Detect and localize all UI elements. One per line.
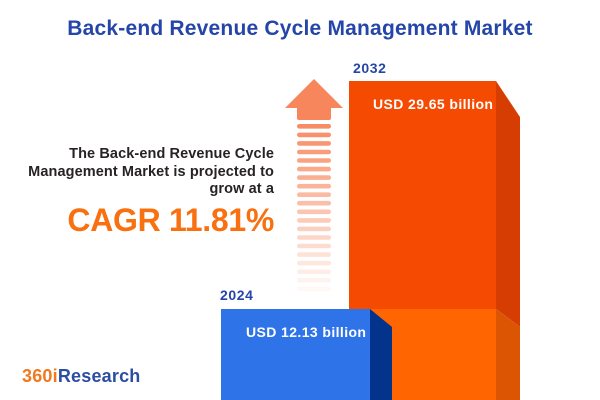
arrow-stripe — [297, 235, 331, 240]
bar-2024-front — [221, 309, 370, 400]
arrow-stripe — [297, 286, 331, 292]
arrow-stripe — [297, 269, 331, 274]
arrow-stripe — [297, 200, 331, 206]
page-title: Back-end Revenue Cycle Management Market — [67, 17, 533, 40]
arrow-stripe — [297, 260, 331, 266]
arrow-stripe — [297, 166, 331, 172]
logo-part-360i: 360i — [22, 366, 58, 386]
arrow-stripe — [297, 158, 331, 163]
arrow-stripe — [297, 175, 331, 180]
bar-2024-side — [370, 309, 392, 400]
bar-2032-side-bottom — [496, 309, 520, 400]
bar-2032-front-top — [349, 81, 496, 309]
bar-value-2032: USD 29.65 billion — [373, 96, 494, 112]
year-label-2032: 2032 — [353, 60, 387, 76]
arrow-stripe — [297, 277, 331, 283]
growth-arrow-icon — [285, 79, 343, 292]
arrow-stripe — [297, 183, 331, 189]
company-logo: 360iResearch — [22, 366, 141, 387]
logo-part-research: Research — [57, 366, 141, 386]
description-line: The Back-end Revenue Cycle — [69, 146, 274, 162]
arrow-stripe — [297, 141, 331, 146]
arrow-stripes — [297, 124, 331, 292]
arrow-stripe — [297, 243, 331, 249]
arrow-stem — [297, 106, 331, 120]
description-line: grow at a — [209, 181, 274, 197]
bar-2032-side-top — [496, 81, 520, 327]
arrow-stripe — [297, 218, 331, 223]
cagr-value: CAGR 11.81% — [67, 201, 274, 238]
arrow-stripe — [297, 124, 331, 129]
bar-value-2024: USD 12.13 billion — [246, 324, 367, 340]
arrow-stripe — [297, 226, 331, 232]
arrow-stripe — [297, 209, 331, 215]
arrow-stripe — [297, 149, 331, 155]
arrow-stripe — [297, 252, 331, 257]
arrow-stripe — [297, 132, 331, 138]
description-line: Management Market is projected to — [28, 163, 274, 180]
arrow-stripe — [297, 192, 331, 197]
year-label-2024: 2024 — [220, 287, 254, 303]
arrow-head — [285, 79, 343, 108]
description-block: The Back-end Revenue Cycle Management Ma… — [18, 146, 274, 237]
